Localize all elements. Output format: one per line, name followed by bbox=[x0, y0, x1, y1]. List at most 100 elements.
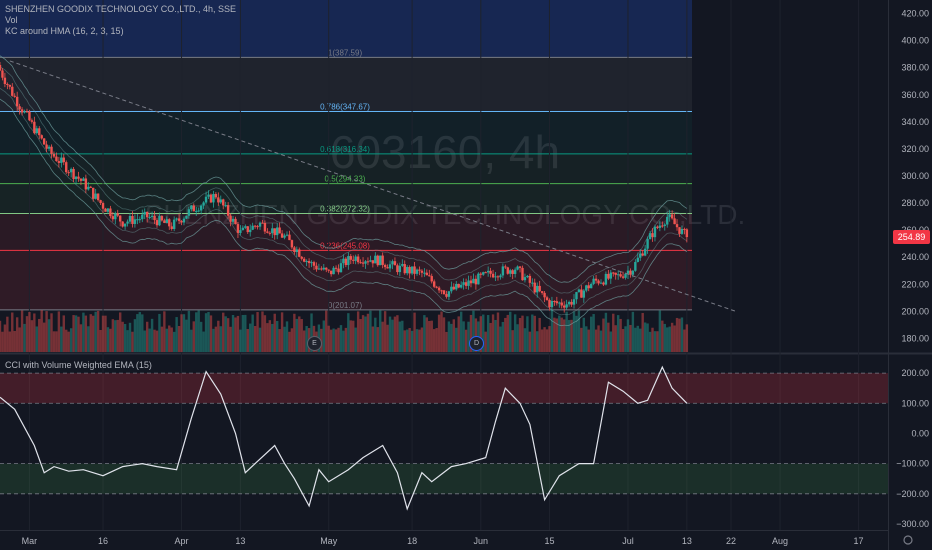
volume-bar bbox=[8, 331, 12, 352]
volume-bar bbox=[415, 329, 419, 352]
candle-body bbox=[315, 265, 318, 270]
volume-bar bbox=[300, 319, 303, 352]
candle-body bbox=[585, 285, 588, 291]
volume-bar bbox=[310, 313, 313, 352]
candle-body bbox=[639, 253, 642, 258]
volume-bar bbox=[577, 310, 581, 352]
candle-body bbox=[312, 262, 316, 266]
settings-gear-icon[interactable] bbox=[903, 535, 913, 545]
volume-bar bbox=[67, 331, 70, 352]
candle-body bbox=[415, 269, 419, 274]
candle-body bbox=[680, 228, 684, 234]
volume-bar bbox=[256, 312, 259, 352]
candle-body bbox=[45, 144, 48, 149]
volume-bar bbox=[359, 319, 362, 352]
candle-body bbox=[67, 172, 70, 174]
volume-bar bbox=[35, 326, 38, 352]
volume-legend[interactable]: Vol bbox=[5, 15, 18, 25]
cci-legend-label[interactable]: CCI with Volume Weighted EMA (15) bbox=[5, 360, 152, 370]
candle-body bbox=[253, 225, 257, 227]
candle-body bbox=[501, 266, 505, 276]
volume-bar bbox=[224, 316, 227, 352]
candle-body bbox=[55, 156, 58, 162]
volume-bar bbox=[94, 311, 97, 352]
trendline[interactable] bbox=[9, 60, 737, 312]
earnings-marker[interactable]: E bbox=[307, 336, 322, 351]
volume-bar bbox=[57, 311, 61, 352]
candle-body bbox=[504, 266, 507, 268]
volume-bar bbox=[518, 317, 522, 352]
candle-body bbox=[158, 216, 161, 226]
candle-body bbox=[354, 256, 357, 261]
date-tick-label: 13 bbox=[235, 536, 245, 546]
volume-bar bbox=[251, 314, 254, 352]
candle-body bbox=[371, 260, 375, 264]
volume-bar bbox=[646, 323, 649, 352]
candle-body bbox=[528, 275, 532, 283]
volume-bar bbox=[572, 311, 576, 352]
candle-body bbox=[148, 216, 151, 218]
volume-bar bbox=[531, 314, 534, 352]
volume-bar bbox=[666, 327, 669, 352]
candle-body bbox=[624, 273, 627, 278]
volume-bar bbox=[266, 323, 269, 352]
candle-body bbox=[656, 226, 659, 228]
dividend-marker[interactable]: D bbox=[469, 336, 484, 351]
candle-body bbox=[92, 187, 95, 199]
candle-body bbox=[185, 215, 188, 219]
volume-bar bbox=[197, 310, 200, 352]
candle-body bbox=[217, 197, 220, 203]
symbol-title[interactable]: SHENZHEN GOODIX TECHNOLOGY CO.,LTD., 4h,… bbox=[5, 4, 237, 14]
volume-bar bbox=[89, 314, 92, 352]
kc-legend[interactable]: KC around HMA (16, 2, 3, 15) bbox=[5, 26, 124, 36]
candle-body bbox=[636, 257, 639, 262]
volume-bar bbox=[332, 328, 335, 352]
candle-body bbox=[356, 256, 360, 263]
volume-bar bbox=[106, 327, 110, 352]
volume-bars bbox=[0, 310, 689, 352]
volume-bar bbox=[305, 326, 308, 352]
candle-body bbox=[494, 276, 497, 278]
candle-body bbox=[536, 285, 539, 293]
candle-body bbox=[94, 193, 97, 199]
candle-body bbox=[413, 266, 416, 274]
price-tick-label: 300.00 bbox=[901, 171, 929, 181]
candle-body bbox=[567, 301, 571, 305]
dashed-trendline[interactable] bbox=[9, 60, 737, 312]
date-tick-label: Jun bbox=[474, 536, 489, 546]
candle-body bbox=[3, 77, 7, 84]
volume-bar bbox=[207, 311, 210, 352]
volume-bar bbox=[560, 317, 563, 352]
candle-body bbox=[62, 157, 65, 163]
volume-bar bbox=[506, 314, 509, 352]
volume-bar bbox=[457, 316, 460, 352]
date-tick-label: 17 bbox=[854, 536, 864, 546]
candle-body bbox=[136, 219, 139, 221]
volume-bar bbox=[582, 317, 586, 352]
fib-level-label: 0.382(272.32) bbox=[320, 204, 370, 213]
volume-bar bbox=[344, 327, 348, 352]
price-tick-label: 380.00 bbox=[901, 63, 929, 73]
candle-body bbox=[96, 193, 100, 201]
volume-bar bbox=[325, 310, 328, 352]
volume-bar bbox=[447, 321, 451, 352]
candle-body bbox=[609, 272, 613, 279]
volume-bar bbox=[428, 321, 431, 352]
volume-bar bbox=[195, 312, 198, 352]
candle-body bbox=[72, 168, 75, 180]
volume-bar bbox=[45, 311, 48, 352]
fibonacci-retracement[interactable]: 0(201.07) 0.236(245.08) 0.382(272.32) 0.5(2… bbox=[0, 0, 692, 311]
candle-body bbox=[545, 297, 549, 300]
volume-bar bbox=[136, 314, 139, 352]
candle-body bbox=[459, 284, 463, 288]
candle-body bbox=[462, 282, 465, 285]
candle-body bbox=[550, 301, 554, 308]
volume-bar bbox=[199, 321, 203, 352]
volume-bar bbox=[592, 314, 595, 352]
candle-body bbox=[52, 153, 56, 157]
volume-bar bbox=[214, 326, 218, 352]
volume-bar bbox=[536, 331, 539, 352]
candle-body bbox=[168, 219, 171, 227]
